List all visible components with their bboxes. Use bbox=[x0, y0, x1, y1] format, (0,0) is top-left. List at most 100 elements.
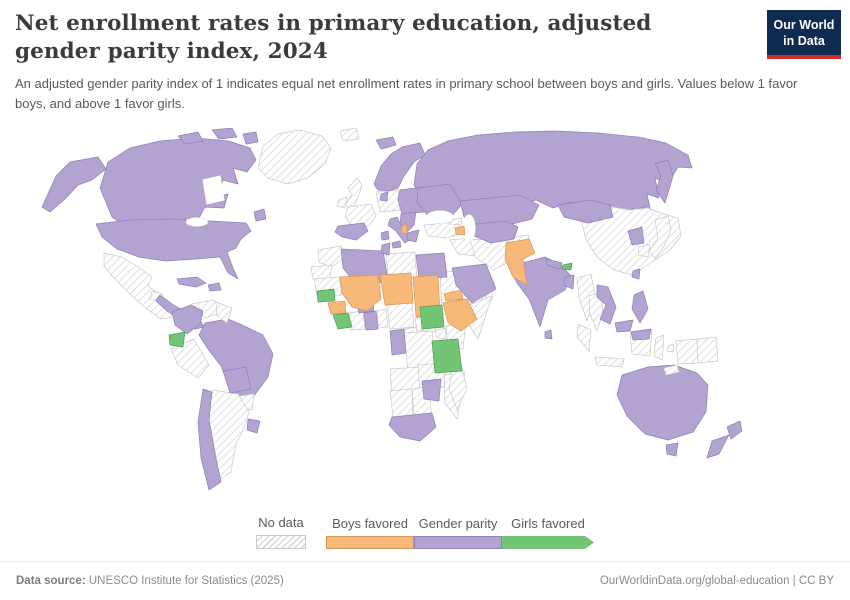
region-kamchatka[interactable] bbox=[654, 159, 674, 204]
region-scandinavia[interactable] bbox=[373, 142, 426, 192]
no-data-swatch[interactable] bbox=[256, 535, 306, 549]
region-mexico[interactable] bbox=[103, 252, 175, 320]
region-ethiopia[interactable] bbox=[442, 298, 478, 332]
region-vietnam-laos[interactable] bbox=[596, 284, 617, 325]
region-nz-south[interactable] bbox=[706, 434, 730, 459]
region-guinea[interactable] bbox=[327, 300, 347, 315]
region-ireland[interactable] bbox=[336, 196, 348, 209]
legend-item-gender-parity[interactable]: Gender parity bbox=[414, 517, 502, 549]
region-togo-benin[interactable] bbox=[376, 308, 389, 329]
legend-item-boys-favored[interactable]: Boys favored bbox=[326, 517, 414, 549]
region-japan[interactable] bbox=[648, 215, 672, 259]
legend-label-no-data: No data bbox=[258, 515, 304, 530]
page-title: Net enrollment rates in primary educatio… bbox=[15, 11, 652, 64]
world-map[interactable] bbox=[0, 127, 850, 513]
region-taiwan[interactable] bbox=[631, 268, 641, 280]
region-south-sudan[interactable] bbox=[419, 304, 445, 330]
region-ghana[interactable] bbox=[363, 310, 379, 331]
region-uruguay[interactable] bbox=[246, 418, 261, 434]
region-france[interactable] bbox=[344, 203, 377, 229]
region-south-africa[interactable] bbox=[388, 412, 437, 442]
region-svalbard[interactable] bbox=[339, 127, 360, 142]
region-canada-arctic-2[interactable] bbox=[211, 127, 238, 140]
legend-item-girls-favored[interactable]: Girls favored bbox=[502, 517, 594, 549]
region-philippines[interactable] bbox=[631, 290, 649, 324]
region-malaysia-borneo[interactable] bbox=[630, 328, 652, 341]
region-pakistan[interactable] bbox=[504, 238, 536, 286]
region-peru[interactable] bbox=[170, 338, 210, 379]
region-tanzania[interactable] bbox=[431, 338, 463, 374]
girls-favored-swatch[interactable] bbox=[502, 536, 594, 549]
region-indonesia-sulawesi[interactable] bbox=[653, 334, 665, 361]
region-azerbaijan[interactable] bbox=[454, 225, 466, 236]
region-senegal[interactable] bbox=[316, 288, 336, 303]
region-bangladesh[interactable] bbox=[563, 274, 575, 290]
region-newfoundland[interactable] bbox=[253, 208, 267, 222]
region-bhutan[interactable] bbox=[561, 262, 573, 271]
region-united-kingdom[interactable] bbox=[344, 177, 363, 211]
region-australia[interactable] bbox=[616, 364, 709, 441]
region-canada-arctic-3[interactable] bbox=[242, 131, 259, 145]
sea-black bbox=[426, 210, 454, 224]
region-indonesia-timor[interactable] bbox=[663, 364, 680, 376]
region-chile[interactable] bbox=[197, 388, 222, 491]
map-legend: No data Boys favored Gender parity Girls… bbox=[256, 516, 594, 549]
region-nigeria[interactable] bbox=[386, 302, 415, 330]
owid-credit-link[interactable]: OurWorldinData.org/global-education | CC… bbox=[599, 575, 834, 587]
region-usa[interactable] bbox=[95, 218, 252, 280]
region-albania[interactable] bbox=[400, 223, 408, 235]
region-eritrea[interactable] bbox=[443, 289, 464, 302]
region-namibia[interactable] bbox=[389, 388, 414, 420]
region-italy-islands[interactable] bbox=[380, 230, 402, 249]
region-indonesia-maluku[interactable] bbox=[666, 343, 675, 353]
region-cuba[interactable] bbox=[176, 276, 207, 288]
region-hispaniola[interactable] bbox=[207, 282, 222, 292]
region-iceland[interactable] bbox=[375, 136, 397, 150]
region-south-korea[interactable] bbox=[637, 243, 651, 258]
region-bolivia[interactable] bbox=[222, 366, 252, 394]
region-spain[interactable] bbox=[334, 222, 369, 241]
region-indonesia-sumatra[interactable] bbox=[576, 323, 592, 352]
region-greece[interactable] bbox=[406, 229, 420, 243]
region-georgia[interactable] bbox=[449, 217, 463, 226]
region-tunisia[interactable] bbox=[380, 242, 391, 256]
region-morocco[interactable] bbox=[317, 245, 345, 268]
region-canada-arctic-1[interactable] bbox=[177, 131, 204, 145]
data-source-value: UNESCO Institute for Statistics (2025) bbox=[85, 575, 284, 587]
region-mali[interactable] bbox=[339, 274, 382, 312]
region-zimbabwe[interactable] bbox=[421, 378, 442, 402]
sea-hudson-bay bbox=[202, 175, 225, 205]
region-mongolia[interactable] bbox=[557, 199, 614, 224]
gender-parity-swatch[interactable] bbox=[414, 536, 502, 549]
region-north-korea[interactable] bbox=[627, 226, 645, 246]
region-uganda[interactable] bbox=[435, 327, 447, 340]
legend-color-bar: Boys favored Gender parity Girls favored bbox=[326, 517, 594, 549]
sea-caspian bbox=[462, 214, 476, 242]
region-guyanas[interactable] bbox=[215, 301, 233, 324]
region-egypt[interactable] bbox=[415, 252, 448, 280]
region-saudi-arabia[interactable] bbox=[451, 263, 497, 304]
region-sri-lanka[interactable] bbox=[544, 329, 553, 340]
legend-item-no-data[interactable]: No data bbox=[256, 516, 306, 549]
sea-great-lakes bbox=[185, 217, 209, 227]
region-indonesia-java[interactable] bbox=[594, 356, 625, 368]
region-sierra-leone-liberia[interactable] bbox=[332, 312, 353, 330]
region-greenland[interactable] bbox=[257, 129, 332, 185]
region-colombia[interactable] bbox=[171, 304, 204, 335]
region-tasmania[interactable] bbox=[665, 442, 679, 457]
legend-label-girls-favored: Girls favored bbox=[511, 516, 585, 531]
owid-logo[interactable]: Our World in Data bbox=[767, 10, 841, 60]
region-papua-new-guinea[interactable] bbox=[696, 336, 719, 364]
region-italy[interactable] bbox=[387, 216, 412, 244]
region-nepal[interactable] bbox=[545, 258, 563, 270]
region-denmark[interactable] bbox=[379, 191, 389, 202]
region-congo-gabon[interactable] bbox=[389, 328, 407, 356]
region-nz-north[interactable] bbox=[726, 420, 743, 440]
region-alaska[interactable] bbox=[41, 156, 107, 213]
region-malaysia[interactable] bbox=[614, 319, 634, 333]
boys-favored-swatch[interactable] bbox=[326, 536, 414, 549]
region-ecuador[interactable] bbox=[168, 331, 186, 348]
region-indonesia-papua[interactable] bbox=[675, 338, 699, 365]
region-niger[interactable] bbox=[379, 272, 414, 306]
